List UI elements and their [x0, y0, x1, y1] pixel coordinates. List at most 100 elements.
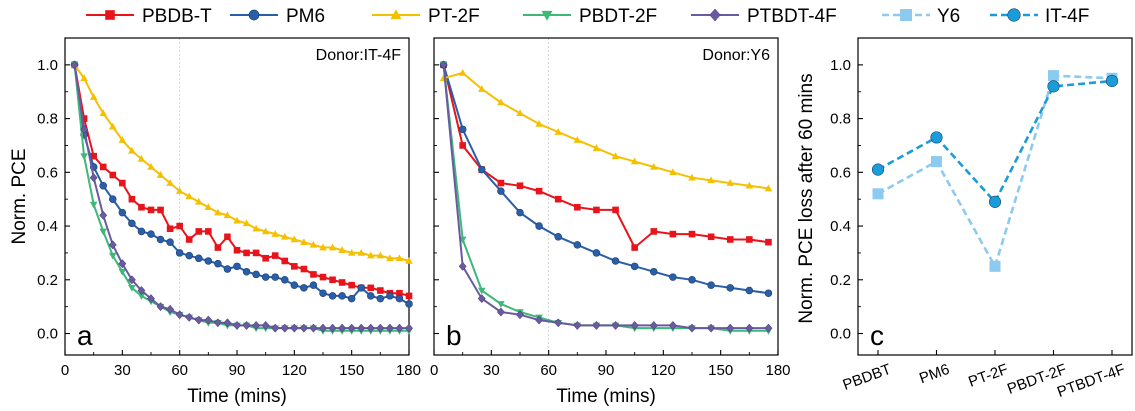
donor-annotation: Donor:IT-4F: [316, 47, 402, 64]
x-tick-label: 30: [114, 362, 131, 379]
data-point: [726, 323, 735, 333]
data-point: [497, 301, 505, 308]
data-point: [573, 136, 582, 143]
data-point: [377, 287, 384, 294]
series-pm6: [70, 61, 413, 308]
data-point: [593, 206, 600, 214]
data-point: [386, 254, 394, 262]
series-ptbdt-4f: [439, 60, 773, 333]
data-point: [328, 243, 337, 251]
data-point: [118, 259, 127, 269]
data-point: [366, 323, 375, 333]
data-point: [385, 323, 394, 333]
data-point: [280, 232, 289, 240]
data-point: [319, 273, 327, 281]
data-point: [478, 165, 486, 174]
data-point: [347, 294, 356, 303]
y-tick-label: 0.2: [37, 272, 58, 289]
series-line: [877, 79, 1113, 205]
y-tick-label: 0.0: [830, 326, 851, 343]
data-point: [405, 257, 413, 264]
series-line: [442, 64, 769, 330]
data-point: [271, 273, 279, 281]
data-point: [745, 323, 754, 333]
data-point: [80, 115, 88, 122]
data-point: [592, 320, 601, 330]
data-point: [262, 254, 269, 262]
data-point: [127, 275, 136, 285]
legend-marker: [900, 9, 912, 21]
panel-a: 0.0 0.2 0.4 0.6 0.8 1.0 0 30 60 90 120 150 180 Time (…: [9, 37, 421, 407]
data-point: [185, 192, 194, 200]
data-point: [1048, 70, 1059, 82]
data-point: [764, 289, 773, 297]
data-point: [592, 249, 601, 257]
data-point: [299, 323, 308, 333]
data-point: [459, 142, 466, 149]
plot-frame: [64, 37, 410, 356]
data-point: [477, 85, 486, 92]
data-point: [175, 187, 184, 194]
data-point: [328, 292, 337, 300]
data-point: [271, 252, 279, 259]
data-point: [347, 248, 356, 256]
category-label: PM6: [917, 361, 952, 388]
data-point: [367, 284, 375, 292]
data-point: [99, 109, 108, 117]
data-point: [573, 241, 582, 249]
data-point: [310, 271, 317, 278]
legend-label: PM6: [286, 6, 325, 27]
plot-frame: [433, 37, 779, 356]
data-point: [366, 251, 375, 259]
data-point: [319, 243, 327, 251]
data-point: [319, 323, 327, 333]
data-point: [348, 281, 355, 289]
y-tick-label: 0.2: [830, 272, 851, 289]
data-point: [118, 208, 127, 217]
y-tick-label: 0.4: [37, 218, 58, 235]
data-point: [147, 294, 155, 304]
data-point: [376, 251, 385, 259]
data-point: [271, 230, 280, 237]
data-point: [89, 173, 98, 183]
legend-marker: [709, 8, 721, 22]
series-line: [877, 74, 1113, 270]
data-point: [496, 307, 505, 317]
data-point: [252, 249, 260, 257]
data-point: [338, 292, 346, 300]
data-point: [726, 284, 734, 292]
data-point: [688, 173, 696, 181]
series-pm6: [439, 61, 773, 297]
data-point: [128, 146, 136, 154]
data-point: [156, 235, 165, 244]
data-point: [271, 323, 280, 333]
data-point: [357, 323, 366, 333]
y-tick-label: 0.8: [37, 111, 58, 128]
x-tick-label: 90: [229, 362, 246, 379]
data-point: [650, 228, 658, 235]
data-point: [233, 262, 241, 271]
data-point: [137, 154, 146, 162]
data-point: [395, 294, 404, 303]
data-point: [649, 162, 658, 170]
data-point: [396, 289, 403, 297]
data-point: [338, 279, 346, 286]
data-point: [128, 285, 136, 292]
data-point: [281, 276, 289, 284]
data-point: [290, 281, 299, 289]
data-point: [329, 276, 336, 284]
data-point: [376, 294, 385, 303]
y-axis-label: Norm. PCE: [9, 148, 30, 244]
data-point: [175, 249, 184, 257]
data-point: [137, 227, 146, 236]
data-point: [649, 320, 658, 330]
data-point: [252, 224, 260, 232]
data-point: [630, 157, 639, 165]
x-tick-label: 0: [61, 362, 69, 379]
y-tick-label: 0.6: [830, 164, 851, 181]
series-y6: [872, 70, 1118, 272]
data-point: [80, 153, 88, 161]
data-point: [99, 228, 108, 236]
